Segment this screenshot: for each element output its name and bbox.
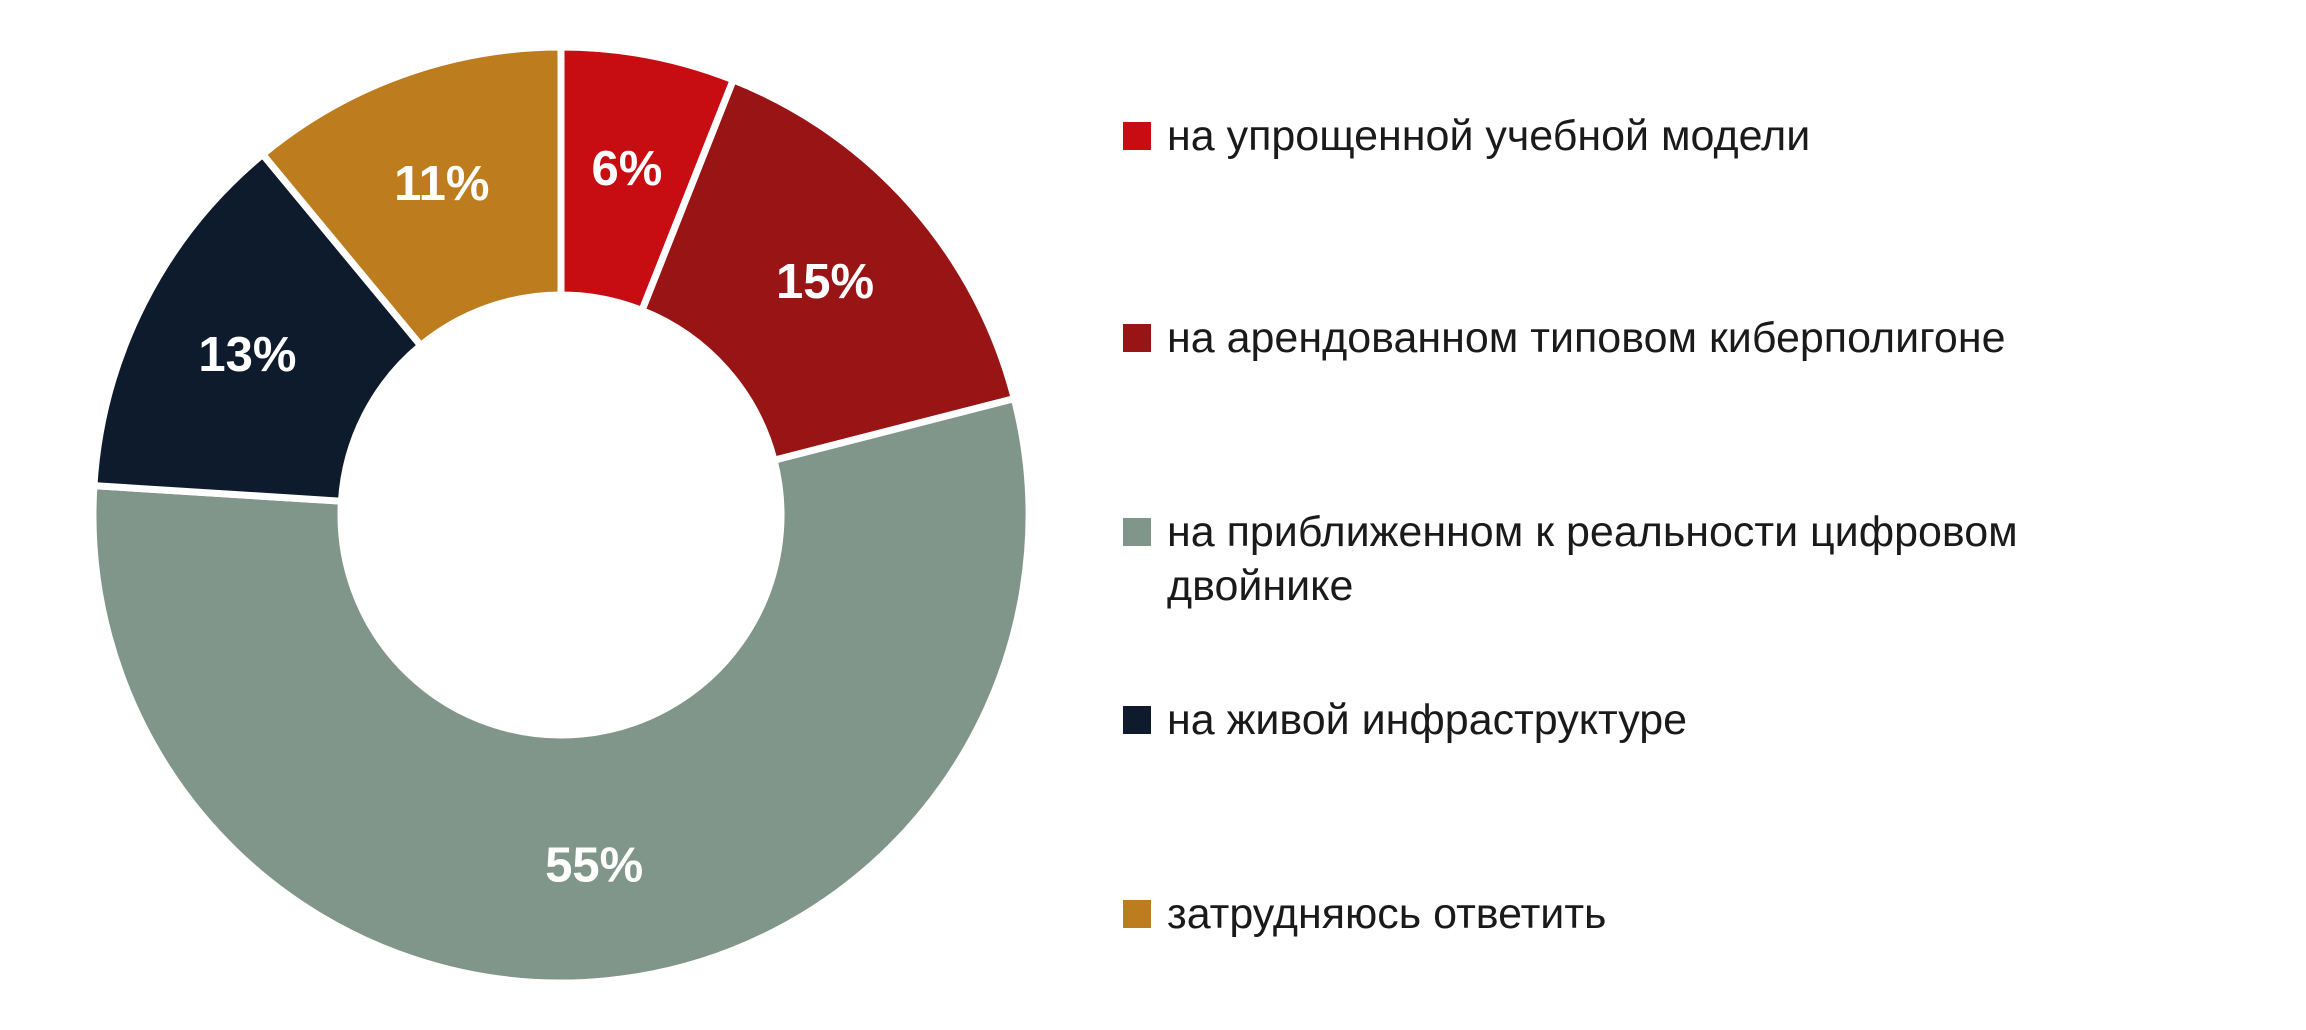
legend-label: на арендованном типовом киберполигоне (1167, 314, 2006, 362)
pie-slice (259, 43, 565, 349)
slice-value-label: 11% (394, 157, 489, 211)
legend-swatch-icon (1123, 324, 1151, 352)
legend: на упрощенной учебной модели на арендован… (1123, 0, 2293, 1030)
legend-item: на упрощенной учебной модели (1123, 109, 1810, 163)
donut-chart: 6% 15% 55% 13% 11% (89, 43, 1033, 987)
legend-swatch-icon (1123, 122, 1151, 150)
legend-item: затрудняюсь ответить (1123, 887, 1606, 941)
pie-slice (89, 395, 1033, 987)
legend-label: на упрощенной учебной модели (1167, 112, 1811, 160)
pie-slice (638, 76, 1018, 464)
legend-swatch-icon (1123, 900, 1151, 928)
legend-label: на приближенном к реальности цифровом дв… (1167, 508, 2018, 610)
legend-label: на живой инфраструктуре (1167, 696, 1688, 744)
slice-value-label: 13% (198, 328, 296, 382)
legend-item: на живой инфраструктуре (1123, 693, 1687, 747)
slice-value-label: 6% (592, 142, 663, 196)
pie-slice (90, 150, 425, 505)
legend-item: на приближенном к реальности цифровом дв… (1123, 505, 2018, 613)
slice-value-label: 15% (776, 255, 874, 309)
legend-swatch-icon (1123, 518, 1151, 546)
legend-item: на арендованном типовом киберполигоне (1123, 311, 2005, 365)
legend-swatch-icon (1123, 706, 1151, 734)
donut-chart-area: 6% 15% 55% 13% 11% (0, 0, 1070, 1030)
slice-value-label: 55% (545, 838, 643, 892)
legend-label: затрудняюсь ответить (1167, 890, 1607, 938)
